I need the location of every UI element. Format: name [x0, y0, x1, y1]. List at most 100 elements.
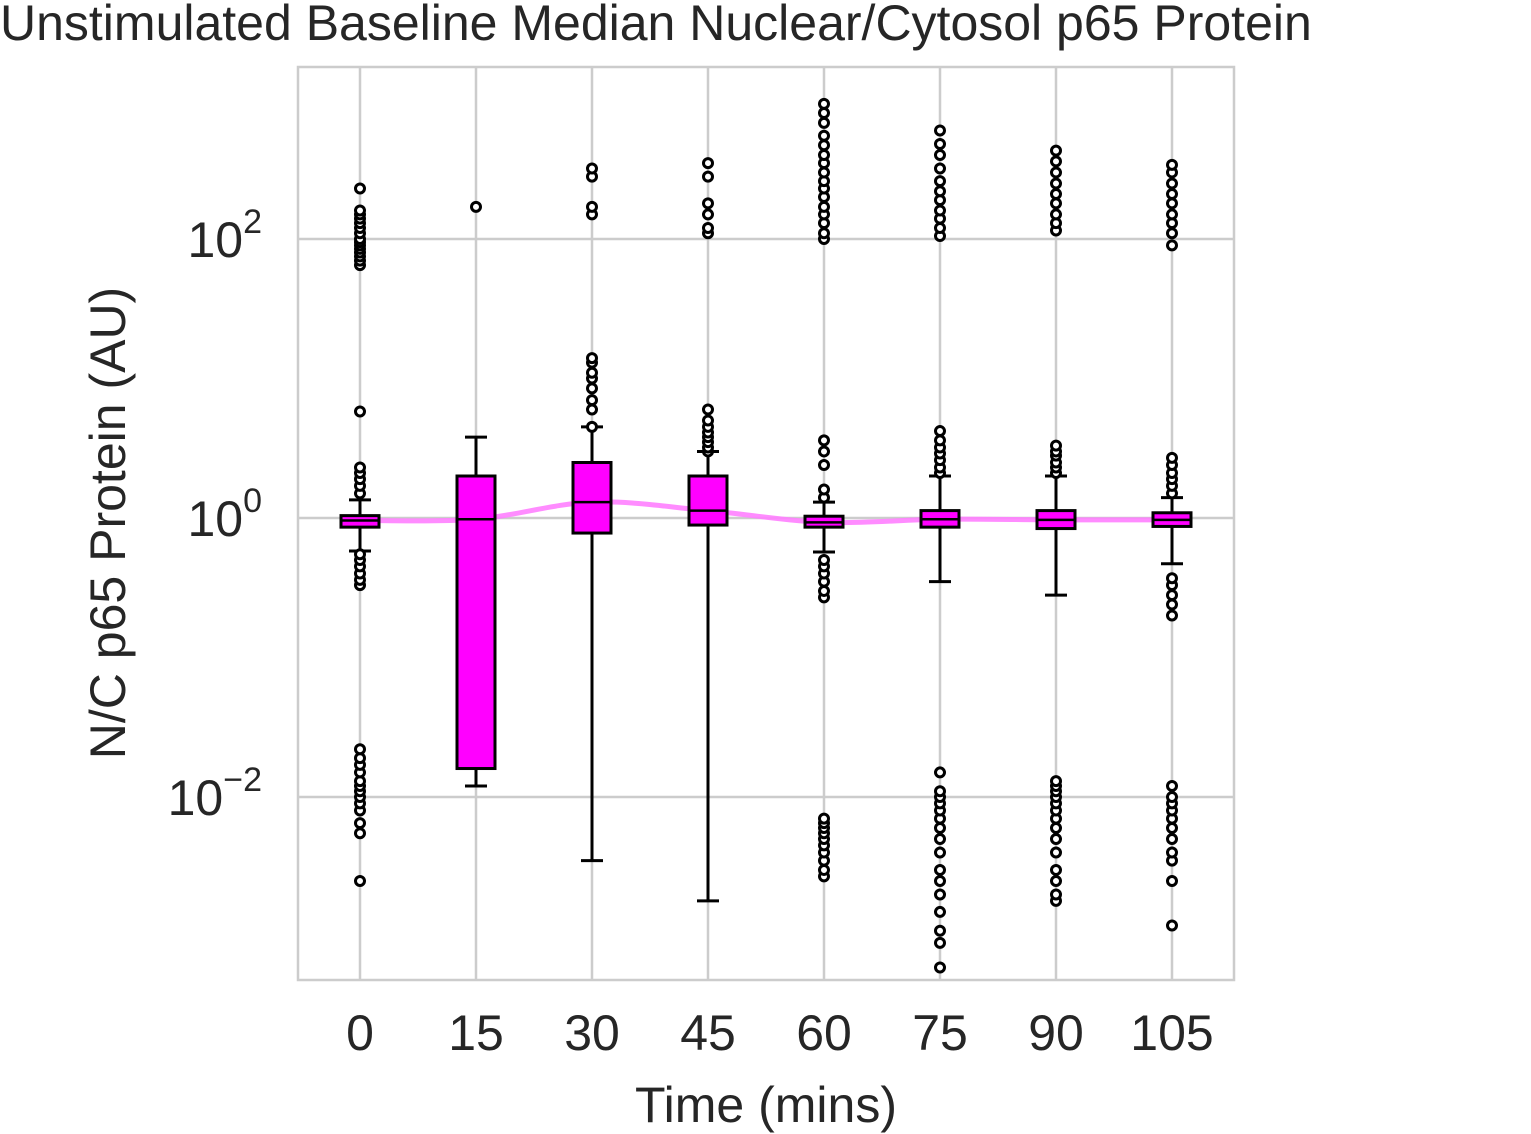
outlier-point — [934, 766, 946, 779]
outlier-point — [818, 166, 830, 179]
outlier-point — [1166, 589, 1178, 602]
x-tick-label: 75 — [912, 1005, 968, 1061]
outlier-point — [354, 827, 366, 840]
outlier-point — [934, 888, 946, 901]
outlier-point — [1166, 609, 1178, 622]
outlier-point — [934, 785, 946, 798]
outlier-point — [1050, 863, 1062, 876]
outlier-point — [1166, 919, 1178, 932]
outlier-point — [934, 425, 946, 438]
outlier-point — [1166, 832, 1178, 845]
outlier-point — [1166, 821, 1178, 834]
outlier-point — [1166, 239, 1178, 252]
outlier-point — [586, 420, 598, 433]
outlier-point — [1166, 874, 1178, 887]
outlier-point — [1050, 874, 1062, 887]
outlier-point — [1166, 208, 1178, 221]
outlier-point — [354, 548, 366, 561]
outlier-point — [586, 366, 598, 379]
x-tick-label: 0 — [346, 1005, 374, 1061]
outlier-point — [934, 137, 946, 150]
boxes-layer — [339, 425, 1193, 903]
outlier-point — [354, 874, 366, 887]
outlier-point — [1166, 158, 1178, 171]
box-45 — [687, 449, 729, 903]
outlier-point — [934, 149, 946, 162]
outlier-point — [1050, 888, 1062, 901]
outlier-point — [818, 445, 830, 458]
outlier-point — [702, 414, 714, 427]
box-iqr — [571, 460, 613, 535]
outlier-point — [354, 204, 366, 217]
outlier-point — [586, 162, 598, 175]
y-tick-label: 100 — [187, 482, 262, 547]
plot-area-frame — [296, 65, 1236, 982]
outlier-point — [934, 124, 946, 137]
outlier-point — [1166, 197, 1178, 210]
outlier-point — [354, 405, 366, 418]
outlier-point — [702, 170, 714, 183]
chart-title: Unstimulated Baseline Median Nuclear/Cyt… — [0, 0, 1312, 51]
x-axis-label: Time (mins) — [635, 1077, 897, 1133]
outlier-point — [934, 936, 946, 949]
outlier-point — [934, 821, 946, 834]
outlier-point — [818, 483, 830, 496]
outlier-point — [1166, 227, 1178, 240]
outlier-point — [934, 832, 946, 845]
outlier-point — [934, 961, 946, 974]
box-90 — [1035, 474, 1077, 597]
outlier-point — [818, 97, 830, 110]
outlier-point — [1050, 144, 1062, 157]
outlier-point — [1050, 208, 1062, 221]
y-tick-labels: 10−2 100 102 — [168, 203, 262, 826]
outlier-point — [1050, 846, 1062, 859]
outlier-point — [586, 382, 598, 395]
outlier-point — [818, 458, 830, 471]
box-iqr — [455, 474, 497, 771]
outlier-point — [818, 584, 830, 597]
box-0 — [339, 498, 381, 553]
outlier-point — [1050, 155, 1062, 168]
outlier-point — [1050, 821, 1062, 834]
outlier-point — [934, 924, 946, 937]
outlier-point — [354, 182, 366, 195]
outlier-point — [818, 553, 830, 566]
outlier-point — [934, 162, 946, 175]
outlier-point — [934, 434, 946, 447]
outlier-point — [702, 157, 714, 170]
outlier-point — [818, 812, 830, 825]
outlier-point — [586, 352, 598, 365]
outlier-point — [1050, 188, 1062, 201]
x-tick-label: 15 — [448, 1005, 504, 1061]
outlier-point — [470, 200, 482, 213]
outlier-point — [1166, 598, 1178, 611]
outlier-point — [1166, 791, 1178, 803]
outlier-point — [586, 403, 598, 416]
outlier-point — [818, 200, 830, 213]
x-tick-labels: 0 15 30 45 60 75 90 105 — [346, 1005, 1214, 1061]
x-tick-label: 90 — [1028, 1005, 1084, 1061]
x-tick-label: 30 — [564, 1005, 620, 1061]
outlier-point — [1166, 188, 1178, 201]
outlier-point — [934, 863, 946, 876]
outlier-point — [934, 185, 946, 198]
box-75 — [919, 474, 961, 584]
outlier-point — [1050, 166, 1062, 179]
outlier-point — [934, 846, 946, 859]
outlier-point — [586, 394, 598, 407]
outlier-point — [702, 221, 714, 234]
box-iqr — [687, 474, 729, 527]
outlier-point — [354, 817, 366, 830]
box-15 — [455, 435, 497, 788]
outlier-point — [934, 874, 946, 887]
outlier-point — [818, 434, 830, 447]
outlier-point — [934, 221, 946, 234]
outlier-point — [1166, 572, 1178, 585]
outlier-point — [818, 129, 830, 142]
y-tick-label: 10−2 — [168, 761, 262, 826]
box-60 — [803, 500, 845, 554]
outlier-point — [586, 200, 598, 213]
outlier-point — [1166, 779, 1178, 792]
outlier-point — [818, 116, 830, 129]
